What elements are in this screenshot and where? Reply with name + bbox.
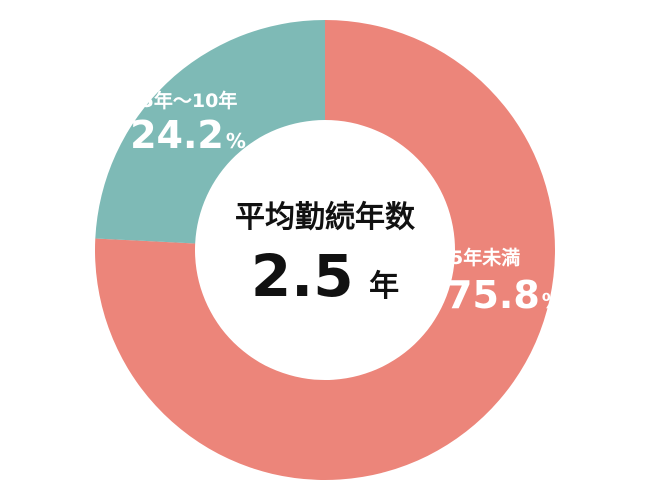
center-unit: 年 (369, 269, 399, 304)
slice-value-1: 75.8% (446, 273, 562, 317)
slice-value-number-2: 24.2 (130, 113, 224, 157)
slice-value-number-1: 75.8 (446, 273, 540, 317)
slice-value-2: 24.2% (130, 113, 246, 157)
slices-layer (95, 20, 555, 480)
slice-value-unit-2: % (226, 129, 246, 153)
center-title: 平均勤続年数 (235, 200, 416, 235)
slice-label-2: 5年～10年 (141, 89, 238, 112)
donut-slice-2 (95, 20, 325, 244)
center-value-line: 2.5 年 (251, 242, 399, 310)
slice-label-1: 5年未満 (450, 246, 520, 269)
center-value: 2.5 (251, 242, 354, 310)
center-label: 平均勤続年数 2.5 年 (235, 200, 416, 310)
slice-value-unit-1: % (542, 289, 562, 313)
donut-slice-1 (95, 20, 555, 480)
